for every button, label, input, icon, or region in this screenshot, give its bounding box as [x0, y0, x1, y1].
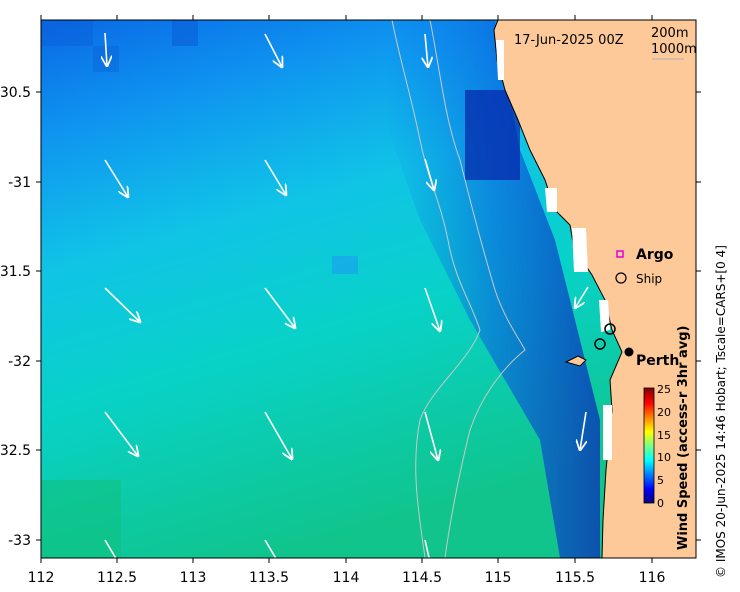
- y-tick-label: 30.5: [0, 85, 31, 101]
- wind-arrow: [104, 287, 140, 322]
- nearshore-wind-band: [385, 20, 600, 558]
- wind-arrow: [575, 286, 589, 308]
- wind-arrow: [264, 33, 282, 67]
- coastal-white-patch: [496, 40, 504, 80]
- wind-arrow: [104, 539, 117, 558]
- date-label: 17-Jun-2025 00Z: [514, 33, 624, 48]
- y-tick-label: 31.5: [0, 264, 31, 280]
- coastal-white-patch: [545, 188, 557, 212]
- x-tick-label: 114: [333, 570, 360, 586]
- grid-cell: [332, 256, 358, 274]
- x-tick-label: 115: [485, 570, 512, 586]
- wind-arrow: [580, 411, 586, 450]
- wind-arrow: [264, 539, 277, 558]
- x-tick-label: 114.5: [402, 570, 442, 586]
- x-tick-label: 112: [28, 570, 55, 586]
- argo-legend-label: Argo: [636, 247, 674, 263]
- city-label-perth: Perth: [636, 353, 679, 369]
- ship-marker: [594, 338, 606, 350]
- argo-legend-marker: [616, 250, 624, 258]
- wind-arrow: [425, 33, 428, 67]
- x-tick-label: 112.5: [97, 570, 137, 586]
- colorbar-tick: 20: [657, 406, 671, 419]
- x-tick-label: 116: [639, 570, 666, 586]
- coastal-white-patch: [603, 405, 612, 460]
- wind-arrow: [424, 539, 430, 558]
- colorbar-title: Wind Speed (access-r 3hr avg): [676, 326, 691, 551]
- perth-city-marker: [624, 347, 634, 357]
- y-tick-label: -33: [8, 533, 31, 549]
- plot-frame: [40, 19, 697, 559]
- y-tick-label: 32.5: [0, 443, 31, 459]
- coastal-white-patch: [572, 228, 588, 272]
- colorbar-tick: 15: [657, 429, 671, 442]
- isobath-label-200m: 200m: [651, 26, 688, 41]
- isobath-label-1000m: 1000m: [651, 42, 697, 57]
- y-tick-marks: [36, 91, 701, 541]
- colorbar: [643, 387, 655, 504]
- colorbar-tick: 5: [657, 474, 664, 487]
- wind-arrow: [104, 159, 128, 197]
- wind-arrow: [264, 159, 286, 195]
- x-tick-label: 115.5: [555, 570, 595, 586]
- colorbar-tick: 0: [657, 497, 664, 510]
- colorbar-tick: 25: [657, 383, 671, 396]
- x-tick-label: 113: [180, 570, 207, 586]
- grid-cell: [41, 20, 93, 46]
- island: [564, 355, 587, 367]
- ship-legend-marker: [615, 272, 627, 284]
- grid-cell: [465, 90, 520, 180]
- isobath-200m: [429, 20, 526, 558]
- grid-cell: [172, 20, 198, 46]
- wind-arrow: [424, 158, 434, 190]
- wind-arrow: [424, 287, 440, 331]
- ship-marker: [604, 323, 616, 335]
- wind-arrow: [264, 287, 295, 328]
- x-tick-label: 113.5: [249, 570, 289, 586]
- wind-arrow: [424, 411, 438, 460]
- y-tick-label: -31: [8, 175, 31, 191]
- colorbar-tick: 10: [657, 451, 671, 464]
- wind-arrow: [264, 411, 292, 459]
- ship-legend-label: Ship: [636, 272, 662, 286]
- credit-text: © IMOS 20-Jun-2025 14:46 Hobart; Tscale=…: [714, 245, 728, 578]
- y-tick-label: -32: [8, 354, 31, 370]
- wind-arrow: [104, 411, 138, 456]
- wind-arrow: [105, 32, 107, 66]
- x-tick-marks: [40, 15, 653, 563]
- isobath-1000m: [391, 20, 481, 558]
- wind-arrows: [104, 32, 589, 558]
